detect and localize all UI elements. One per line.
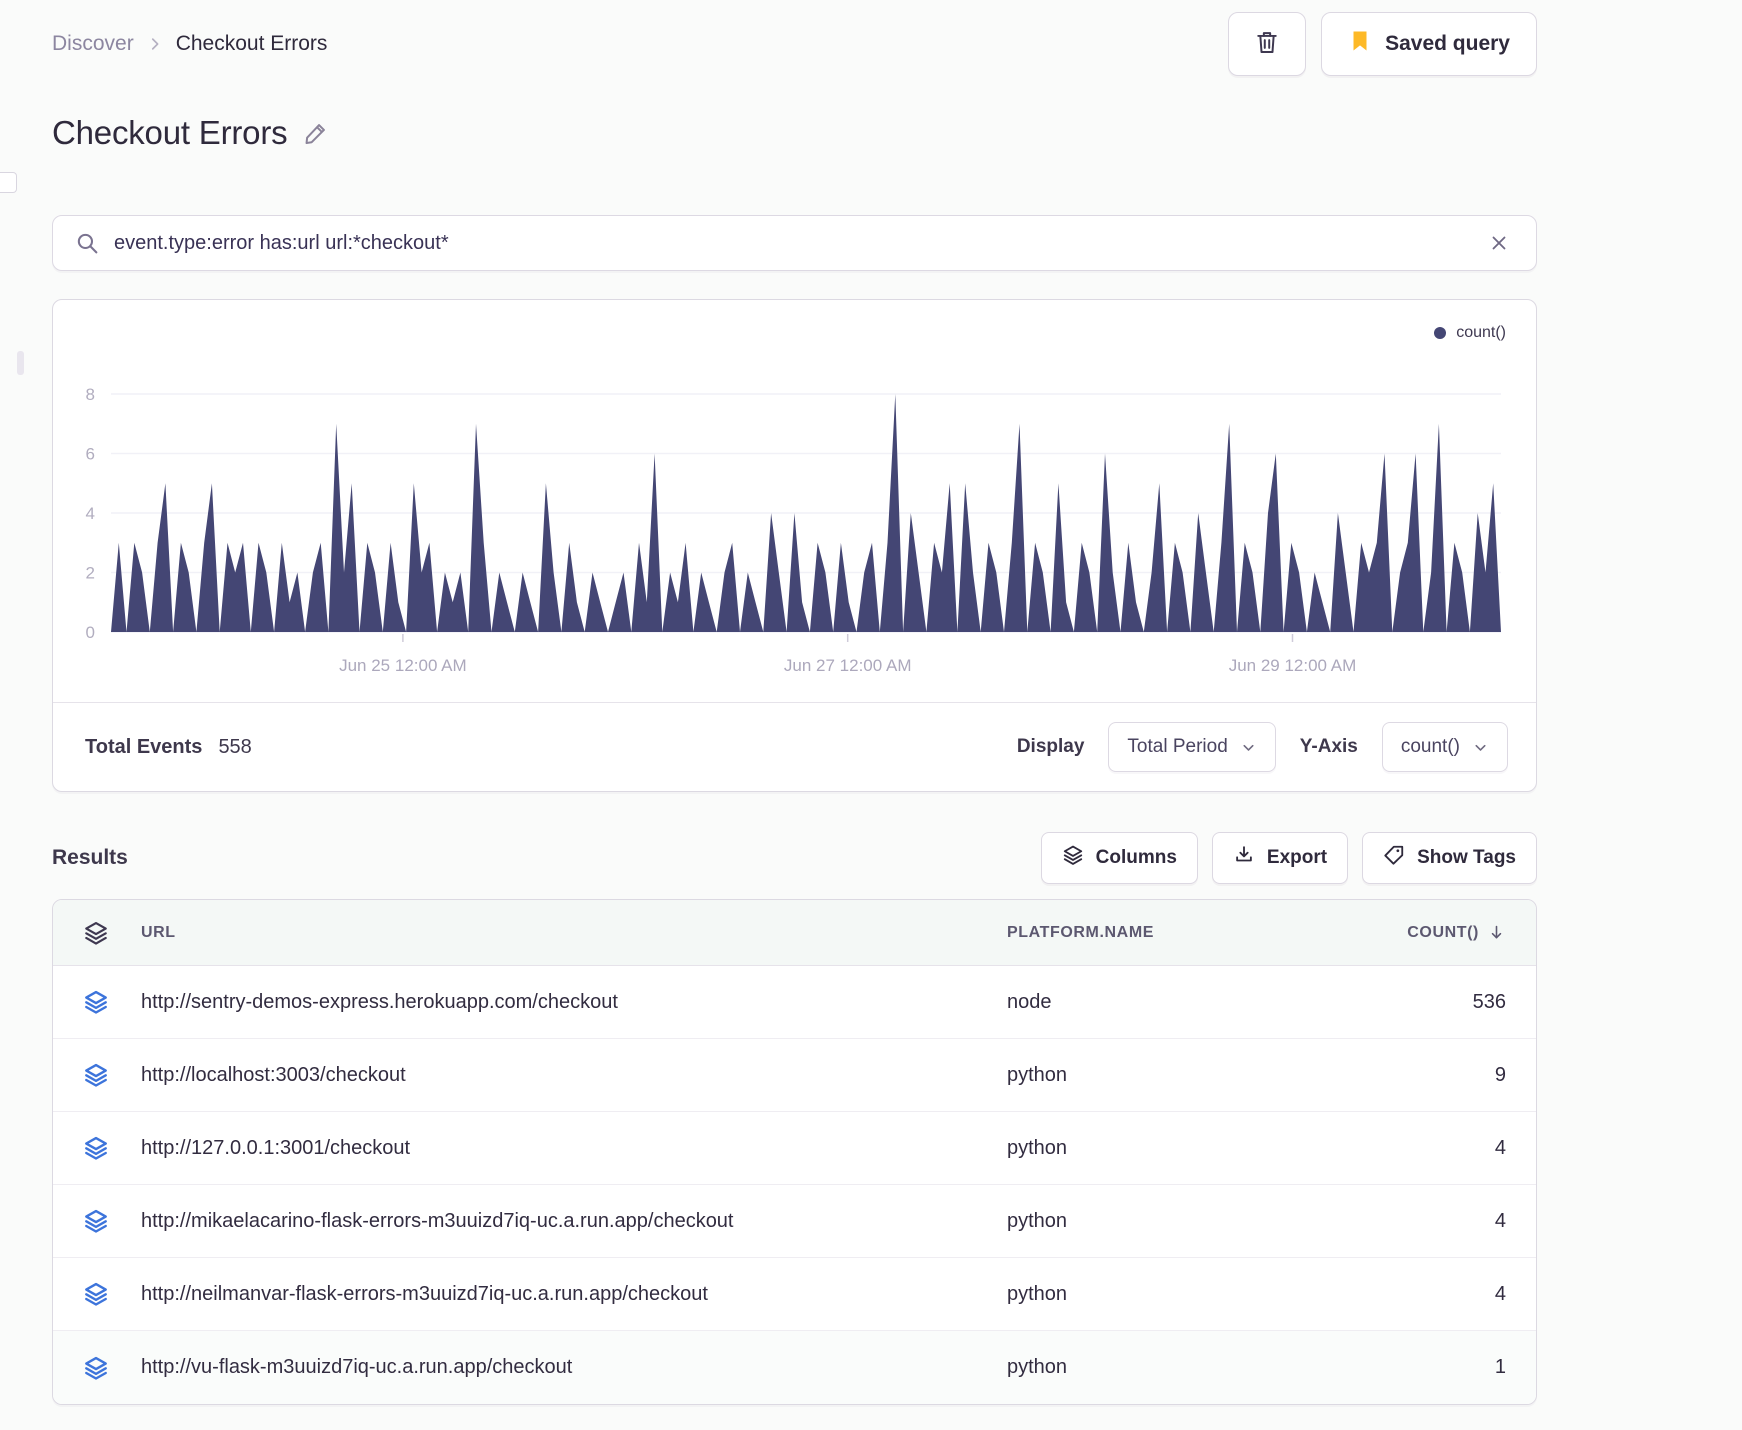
- table-row[interactable]: http://localhost:3003/checkout python 9: [53, 1039, 1536, 1112]
- trash-icon: [1253, 28, 1281, 61]
- breadcrumb-discover-link[interactable]: Discover: [52, 32, 134, 55]
- events-chart[interactable]: 0 2 4 6 8 Jun 25 12:00 AM Jun 27 12:00 AM Jun 2…: [53, 300, 1538, 702]
- title-row: Checkout Errors: [52, 110, 1537, 156]
- chart-footer: Total Events 558 Display Total Period Y-…: [53, 702, 1536, 791]
- column-header-platform[interactable]: PLATFORM.NAME: [1007, 923, 1155, 941]
- page-title: Checkout Errors: [52, 114, 288, 151]
- sort-descending-icon: [1487, 923, 1506, 942]
- columns-button[interactable]: Columns: [1040, 832, 1198, 884]
- y-axis-tick-label: 6: [86, 445, 95, 464]
- top-actions: Saved query: [1228, 12, 1537, 76]
- bookmark-icon: [1348, 29, 1372, 59]
- cell-count: 4: [1494, 1282, 1506, 1305]
- chevron-down-icon: [1240, 739, 1257, 756]
- cell-platform: python: [1007, 1136, 1068, 1159]
- display-label: Display: [1016, 736, 1085, 757]
- layers-icon[interactable]: [53, 1135, 141, 1161]
- chevron-right-icon: [146, 35, 164, 53]
- x-axis-tick-label: Jun 29 12:00 AM: [1229, 656, 1357, 675]
- columns-button-label: Columns: [1095, 847, 1177, 868]
- download-icon: [1233, 844, 1255, 872]
- layers-icon[interactable]: [53, 1355, 141, 1381]
- table-header-row: URL PLATFORM.NAME COUNT(): [53, 900, 1536, 966]
- search-icon: [75, 231, 100, 256]
- export-button-label: Export: [1266, 847, 1328, 868]
- count-area-series: [111, 394, 1501, 632]
- results-buttons: Columns Export Sho: [1040, 832, 1537, 884]
- events-chart-card: count() 0 2 4 6 8 Jun 25 12:00 AM Jun 27 12:00…: [52, 299, 1537, 792]
- results-heading: Results: [52, 846, 128, 869]
- x-axis-tick-label: Jun 25 12:00 AM: [339, 656, 467, 675]
- saved-query-label: Saved query: [1385, 32, 1510, 55]
- layers-icon[interactable]: [53, 1208, 141, 1234]
- cell-count: 9: [1494, 1063, 1506, 1086]
- cell-platform: node: [1007, 990, 1052, 1013]
- x-axis-tick-label: Jun 27 12:00 AM: [784, 656, 912, 675]
- edit-title-pencil-icon[interactable]: [302, 119, 330, 147]
- search-input[interactable]: [114, 231, 1474, 255]
- legend-label: count(): [1456, 324, 1506, 341]
- yaxis-dropdown-value: count(): [1400, 736, 1460, 757]
- topbar: Discover Checkout Errors: [52, 0, 1537, 76]
- layers-icon[interactable]: [53, 1281, 141, 1307]
- chart-legend-count[interactable]: count(): [1434, 324, 1506, 342]
- table-row[interactable]: http://vu-flask-m3uuizd7iq-uc.a.run.app/…: [53, 1331, 1536, 1404]
- y-axis-tick-label: 2: [86, 564, 95, 583]
- cell-url: http://vu-flask-m3uuizd7iq-uc.a.run.app/…: [141, 1356, 573, 1378]
- yaxis-label: Y-Axis: [1299, 736, 1358, 757]
- layers-icon: [1062, 844, 1084, 872]
- breadcrumb-current: Checkout Errors: [175, 32, 328, 55]
- total-events-value: 558: [218, 735, 252, 758]
- layers-icon[interactable]: [53, 989, 141, 1015]
- breadcrumb: Discover Checkout Errors: [52, 32, 327, 56]
- layers-icon[interactable]: [53, 920, 141, 946]
- cell-url: http://mikaelacarino-flask-errors-m3uuiz…: [141, 1209, 734, 1232]
- cell-platform: python: [1007, 1063, 1068, 1086]
- cell-platform: python: [1007, 1209, 1068, 1232]
- cell-count: 4: [1494, 1209, 1506, 1232]
- column-header-count[interactable]: COUNT(): [1344, 923, 1536, 942]
- y-axis-tick-label: 8: [86, 385, 95, 404]
- table-row[interactable]: http://127.0.0.1:3001/checkout python 4: [53, 1112, 1536, 1185]
- yaxis-dropdown[interactable]: count(): [1381, 722, 1508, 772]
- total-events: Total Events 558: [85, 736, 252, 759]
- cell-count: 1: [1494, 1356, 1506, 1378]
- cell-url: http://sentry-demos-express.herokuapp.co…: [141, 990, 618, 1013]
- cell-count: 4: [1494, 1136, 1506, 1159]
- sidebar-drawer-grip[interactable]: [17, 351, 24, 375]
- saved-query-button[interactable]: Saved query: [1321, 12, 1537, 76]
- chevron-down-icon: [1472, 739, 1489, 756]
- table-row[interactable]: http://neilmanvar-flask-errors-m3uuizd7i…: [53, 1258, 1536, 1331]
- sidebar-drawer-handle[interactable]: [0, 172, 17, 193]
- cell-platform: python: [1007, 1356, 1068, 1378]
- results-row: Results Columns Expo: [52, 830, 1537, 886]
- tag-icon: [1383, 844, 1405, 872]
- delete-query-button[interactable]: [1228, 12, 1307, 76]
- layers-icon[interactable]: [53, 1062, 141, 1088]
- y-axis-tick-label: 0: [86, 623, 95, 642]
- cell-count: 536: [1472, 990, 1506, 1013]
- legend-dot: [1434, 327, 1447, 339]
- table-row[interactable]: http://sentry-demos-express.herokuapp.co…: [53, 966, 1536, 1039]
- cell-url: http://neilmanvar-flask-errors-m3uuizd7i…: [141, 1282, 708, 1305]
- show-tags-button-label: Show Tags: [1417, 847, 1516, 868]
- column-header-url[interactable]: URL: [141, 923, 176, 941]
- cell-url: http://127.0.0.1:3001/checkout: [141, 1136, 411, 1159]
- total-events-label: Total Events: [85, 735, 203, 758]
- cell-platform: python: [1007, 1282, 1068, 1305]
- show-tags-button[interactable]: Show Tags: [1362, 832, 1537, 884]
- clear-search-icon[interactable]: [1488, 232, 1510, 254]
- search-bar: [52, 215, 1537, 271]
- display-dropdown[interactable]: Total Period: [1108, 722, 1276, 772]
- chart-controls: Display Total Period Y-Axis count(): [1017, 722, 1508, 772]
- export-button[interactable]: Export: [1211, 832, 1349, 884]
- cell-url: http://localhost:3003/checkout: [141, 1063, 406, 1086]
- display-dropdown-value: Total Period: [1127, 736, 1228, 757]
- table-row[interactable]: http://mikaelacarino-flask-errors-m3uuiz…: [53, 1185, 1536, 1258]
- y-axis-tick-label: 4: [86, 504, 95, 523]
- results-table: URL PLATFORM.NAME COUNT() http://sentry-…: [52, 899, 1537, 1405]
